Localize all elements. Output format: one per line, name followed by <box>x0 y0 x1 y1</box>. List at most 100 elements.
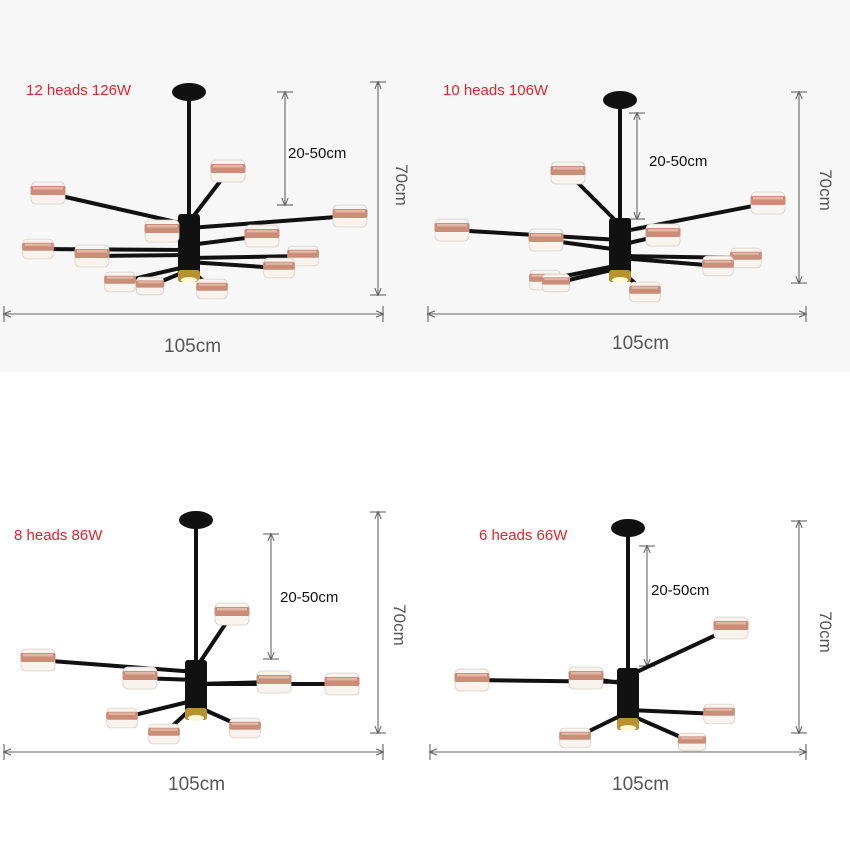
band-highlight <box>24 243 52 246</box>
downlight <box>612 277 628 283</box>
variant-4-width-dimension: 105cm <box>612 774 670 795</box>
central-body <box>609 218 631 282</box>
lamp-head-6 <box>677 732 707 752</box>
lamp-head-6 <box>106 707 138 729</box>
downlight <box>188 715 204 721</box>
central-body <box>617 668 639 730</box>
lamp-head-1 <box>30 181 66 205</box>
band-highlight <box>265 262 293 265</box>
variant-3-height-dimension: 70cm <box>389 604 409 646</box>
variant-3-width-dimension: 105cm <box>168 774 226 795</box>
variant-2-width-dimension: 105cm <box>612 333 670 354</box>
band-highlight <box>138 281 162 284</box>
lamp-head-8 <box>229 717 261 739</box>
band-highlight <box>106 276 134 279</box>
lamp-head-5 <box>528 228 564 252</box>
band-highlight <box>289 250 317 253</box>
band-highlight <box>544 278 568 281</box>
lamp-head-2 <box>750 191 786 215</box>
ceiling-canopy <box>172 83 206 101</box>
band-highlight <box>108 712 136 715</box>
variant-3-model: 8 heads 86W <box>14 527 103 544</box>
band-highlight <box>457 674 487 677</box>
band-highlight <box>213 165 243 168</box>
variant-2-height-dimension: 70cm <box>815 169 835 211</box>
lamp-head-5 <box>324 672 360 696</box>
lamp-head-7 <box>74 244 110 268</box>
band-highlight <box>631 286 659 289</box>
band-highlight <box>704 260 732 263</box>
arm <box>187 254 305 260</box>
band-highlight <box>147 225 177 228</box>
variant-1-model: 12 heads 126W <box>26 82 132 99</box>
band-highlight <box>217 608 247 611</box>
band-highlight <box>23 654 53 657</box>
variant-3-drop-dimension: 20-50cm <box>280 589 339 606</box>
band-highlight <box>150 728 178 731</box>
band-highlight <box>732 252 760 255</box>
band-highlight <box>335 210 365 213</box>
band-highlight <box>327 678 357 681</box>
variant-2-drop-dimension: 20-50cm <box>649 153 708 170</box>
lamp-head-4 <box>645 223 681 247</box>
variant-1-width-dimension: 105cm <box>164 336 222 357</box>
lamp-head-4 <box>703 703 735 725</box>
lamp-head-11 <box>135 276 165 296</box>
arm <box>618 256 720 268</box>
chandeliers <box>20 83 786 752</box>
lamp-head-8 <box>287 245 319 267</box>
ceiling-canopy <box>603 91 637 109</box>
lamp-head-6 <box>730 247 762 269</box>
band-highlight <box>198 283 226 286</box>
variant-4-model: 6 heads 66W <box>479 527 568 544</box>
downlight <box>181 277 197 283</box>
lamp-head-1 <box>550 161 586 185</box>
band-highlight <box>231 722 259 725</box>
band-highlight <box>561 732 589 735</box>
chandelier-3 <box>20 511 360 745</box>
lamp-head-9 <box>541 273 571 293</box>
lamp-head-2 <box>210 159 246 183</box>
lamp-head-3 <box>434 218 470 242</box>
variant-1-drop-dimension: 20-50cm <box>288 145 347 162</box>
band-highlight <box>77 250 107 253</box>
chandelier-2 <box>434 91 786 303</box>
lamp-head-1 <box>214 602 250 626</box>
arm <box>36 658 198 674</box>
band-highlight <box>716 622 746 625</box>
chandelier-4 <box>454 519 749 752</box>
lamp-head-4 <box>144 219 180 243</box>
band-highlight <box>247 230 277 233</box>
lamp-head-6 <box>22 238 54 260</box>
ceiling-canopy <box>179 511 213 529</box>
lamp-head-10 <box>629 281 661 303</box>
lamp-head-12 <box>196 278 228 300</box>
arm <box>618 201 770 234</box>
chandelier-1 <box>22 83 368 300</box>
lamp-head-2 <box>454 668 490 692</box>
lamp-head-5 <box>244 224 280 248</box>
lamp-head-7 <box>148 723 180 745</box>
variant-2-model: 10 heads 106W <box>443 82 549 99</box>
lamp-head-4 <box>256 670 292 694</box>
band-highlight <box>437 224 467 227</box>
lamp-head-5 <box>559 727 591 749</box>
band-highlight <box>753 197 783 200</box>
arm <box>626 626 733 678</box>
lamp-head-2 <box>20 648 56 672</box>
lamp-head-7 <box>702 255 734 277</box>
variant-4-drop-dimension: 20-50cm <box>651 582 710 599</box>
band-highlight <box>125 672 155 675</box>
band-highlight <box>571 672 601 675</box>
arm <box>187 214 352 230</box>
variant-1-height-dimension: 70cm <box>391 164 411 206</box>
band-highlight <box>648 229 678 232</box>
band-highlight <box>680 737 704 740</box>
band-highlight <box>531 234 561 237</box>
band-highlight <box>705 708 733 711</box>
lamp-head-10 <box>104 271 136 293</box>
lamp-head-3 <box>568 666 604 690</box>
band-highlight <box>259 676 289 679</box>
band-highlight <box>33 187 63 190</box>
